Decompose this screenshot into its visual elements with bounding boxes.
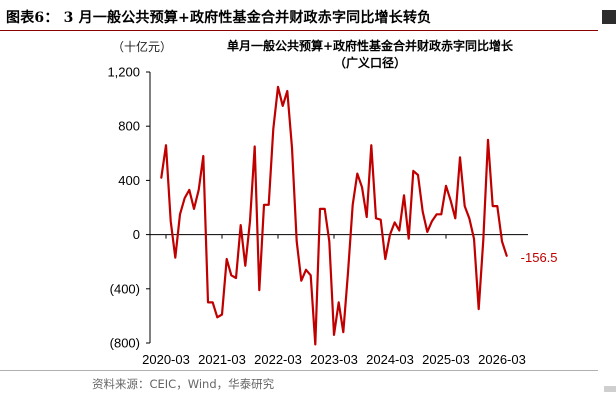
x-tick-label: 2022-03 bbox=[254, 352, 302, 367]
figure-title: 图表6： 3 月一般公共预算+政府性基金合并财政赤字同比增长转负 bbox=[6, 10, 432, 26]
source-note: 资料来源：CEIC，Wind，华泰研究 bbox=[92, 377, 275, 391]
x-tick-label: 2021-03 bbox=[198, 352, 246, 367]
y-tick-label: (800) bbox=[110, 336, 140, 351]
adjacent-figure-edge bbox=[602, 10, 616, 24]
x-tick-label: 2025-03 bbox=[422, 352, 470, 367]
x-tick-label: 2023-03 bbox=[310, 352, 358, 367]
y-tick-label: 400 bbox=[118, 173, 140, 188]
title-divider bbox=[0, 30, 598, 31]
chart-title: 单月一般公共预算+政府性基金合并财政赤字同比增长 （广义口径） bbox=[200, 38, 540, 72]
chart-title-line1: 单月一般公共预算+政府性基金合并财政赤字同比增长 bbox=[226, 39, 514, 53]
y-tick-label: 800 bbox=[118, 119, 140, 134]
y-tick-label: (400) bbox=[110, 281, 140, 296]
series-line bbox=[160, 85, 508, 346]
unit-label: （十亿元） bbox=[112, 40, 173, 54]
y-tick-label: 1,200 bbox=[107, 65, 140, 80]
chart-title-line2: （广义口径） bbox=[333, 56, 406, 70]
adjacent-figure-edge-bottom bbox=[604, 386, 616, 392]
y-tick-label: 0 bbox=[133, 227, 140, 242]
x-tick-label: 2026-03 bbox=[478, 352, 526, 367]
x-tick-label: 2020-03 bbox=[142, 352, 190, 367]
x-tick-label: 2024-03 bbox=[366, 352, 414, 367]
source-divider bbox=[0, 370, 598, 371]
last-value-label: -156.5 bbox=[521, 250, 558, 265]
